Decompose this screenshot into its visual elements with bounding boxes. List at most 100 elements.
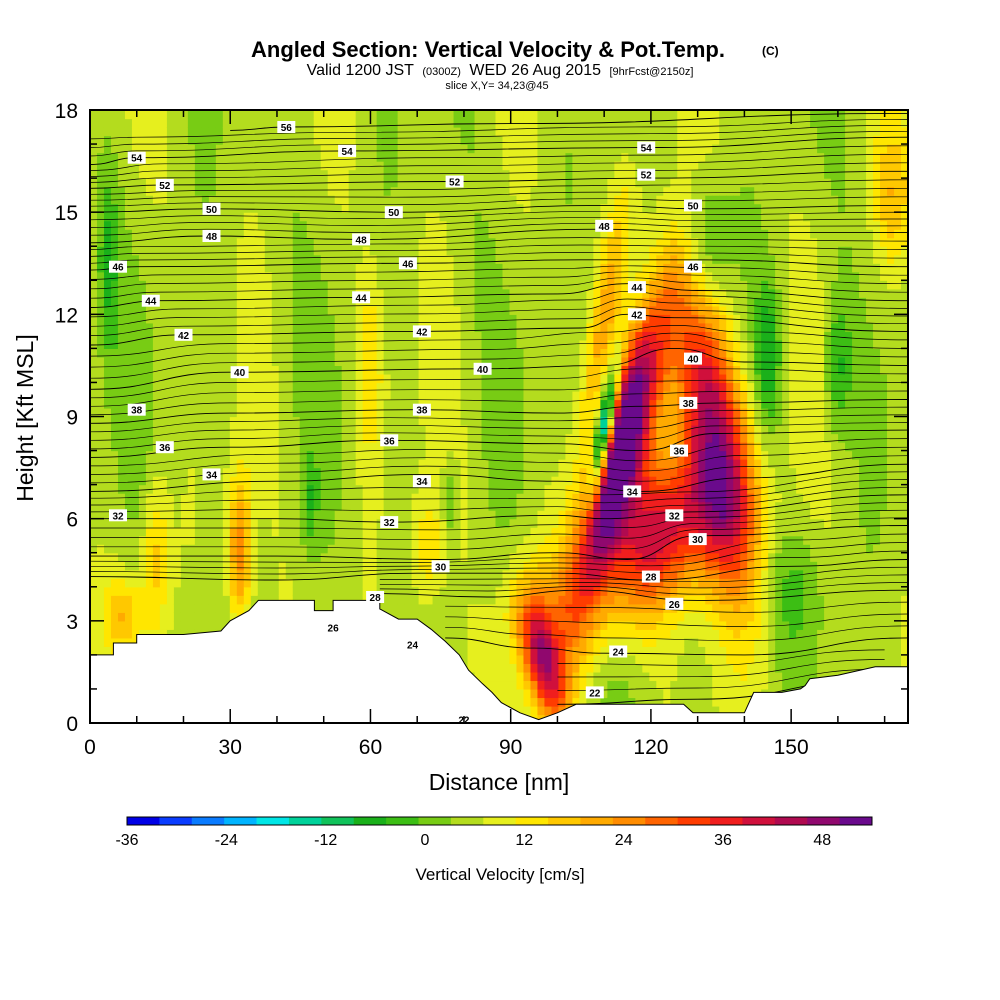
velocity-cell [306,254,315,264]
velocity-cell [110,280,119,290]
velocity-cell [551,595,560,605]
velocity-cell [397,416,406,426]
velocity-cell [264,203,273,213]
velocity-cell [194,373,203,384]
velocity-cell [495,416,504,426]
velocity-cell [90,229,98,239]
velocity-cell [397,425,406,435]
velocity-cell [271,518,280,528]
velocity-cell [439,578,448,588]
velocity-cell [264,450,273,460]
velocity-cell [460,433,469,443]
velocity-cell [509,280,518,290]
velocity-cell [236,203,245,213]
velocity-cell [229,442,238,452]
velocity-cell [467,305,476,315]
velocity-cell [320,373,329,384]
velocity-cell [173,586,182,596]
velocity-cell [327,476,336,486]
velocity-cell [474,390,483,401]
velocity-cell [236,586,245,596]
velocity-cell [264,152,273,162]
velocity-cell [558,144,567,154]
velocity-cell [418,220,427,230]
velocity-cell [516,365,525,375]
velocity-cell [341,297,350,307]
velocity-cell [446,356,455,367]
velocity-cell [537,212,546,222]
velocity-cell [334,390,343,401]
velocity-cell [565,186,574,196]
velocity-cell [439,603,448,613]
velocity-cell [292,433,301,443]
velocity-cell [313,280,322,290]
velocity-cell [145,152,154,162]
velocity-cell [264,365,273,375]
velocity-cell [320,186,329,196]
velocity-cell [103,288,112,298]
velocity-cell [229,195,238,205]
velocity-cell [509,510,518,520]
velocity-cell [173,476,182,486]
velocity-cell [481,450,490,460]
velocity-cell [411,544,420,554]
velocity-cell [124,246,133,256]
velocity-cell [187,416,196,426]
velocity-cell [474,280,483,290]
velocity-cell [523,382,532,392]
velocity-cell [285,552,294,562]
velocity-cell [439,203,448,213]
velocity-cell [509,254,518,264]
velocity-cell [215,595,224,605]
velocity-cell [334,544,343,554]
velocity-cell [222,501,231,511]
velocity-cell [376,178,385,188]
velocity-cell [355,407,364,418]
velocity-cell [474,459,483,469]
velocity-cell [187,373,196,384]
velocity-cell [103,518,112,528]
velocity-cell [159,382,168,392]
velocity-cell [446,399,455,409]
velocity-cell [117,212,126,222]
velocity-cell [432,280,441,290]
velocity-cell [376,127,385,137]
velocity-cell [327,144,336,154]
velocity-cell [558,425,567,435]
velocity-cell [201,373,210,384]
velocity-cell [474,663,483,673]
velocity-cell [537,322,546,332]
velocity-cell [257,484,266,494]
velocity-cell [194,305,203,315]
velocity-cell [166,399,175,409]
velocity-cell [495,569,504,579]
velocity-cell [138,535,147,545]
velocity-cell [131,578,140,588]
velocity-cell [509,127,518,137]
velocity-cell [166,348,175,358]
velocity-cell [523,561,532,571]
velocity-cell [292,254,301,264]
velocity-cell [439,629,448,639]
velocity-cell [341,127,350,137]
velocity-cell [96,612,105,622]
velocity-cell [509,671,518,682]
velocity-cell [320,110,329,120]
velocity-cell [194,144,203,154]
velocity-cell [530,637,539,647]
velocity-cell [530,254,539,264]
velocity-cell [558,688,567,699]
velocity-cell [110,348,119,358]
velocity-cell [411,229,420,239]
velocity-cell [222,322,231,332]
velocity-cell [180,254,189,264]
velocity-cell [285,535,294,545]
velocity-cell [215,552,224,562]
velocity-cell [264,399,273,409]
velocity-cell [250,578,259,588]
velocity-cell [544,322,553,332]
velocity-cell [362,510,371,520]
velocity-cell [530,220,539,230]
velocity-cell [306,305,315,315]
velocity-cell [488,450,497,460]
